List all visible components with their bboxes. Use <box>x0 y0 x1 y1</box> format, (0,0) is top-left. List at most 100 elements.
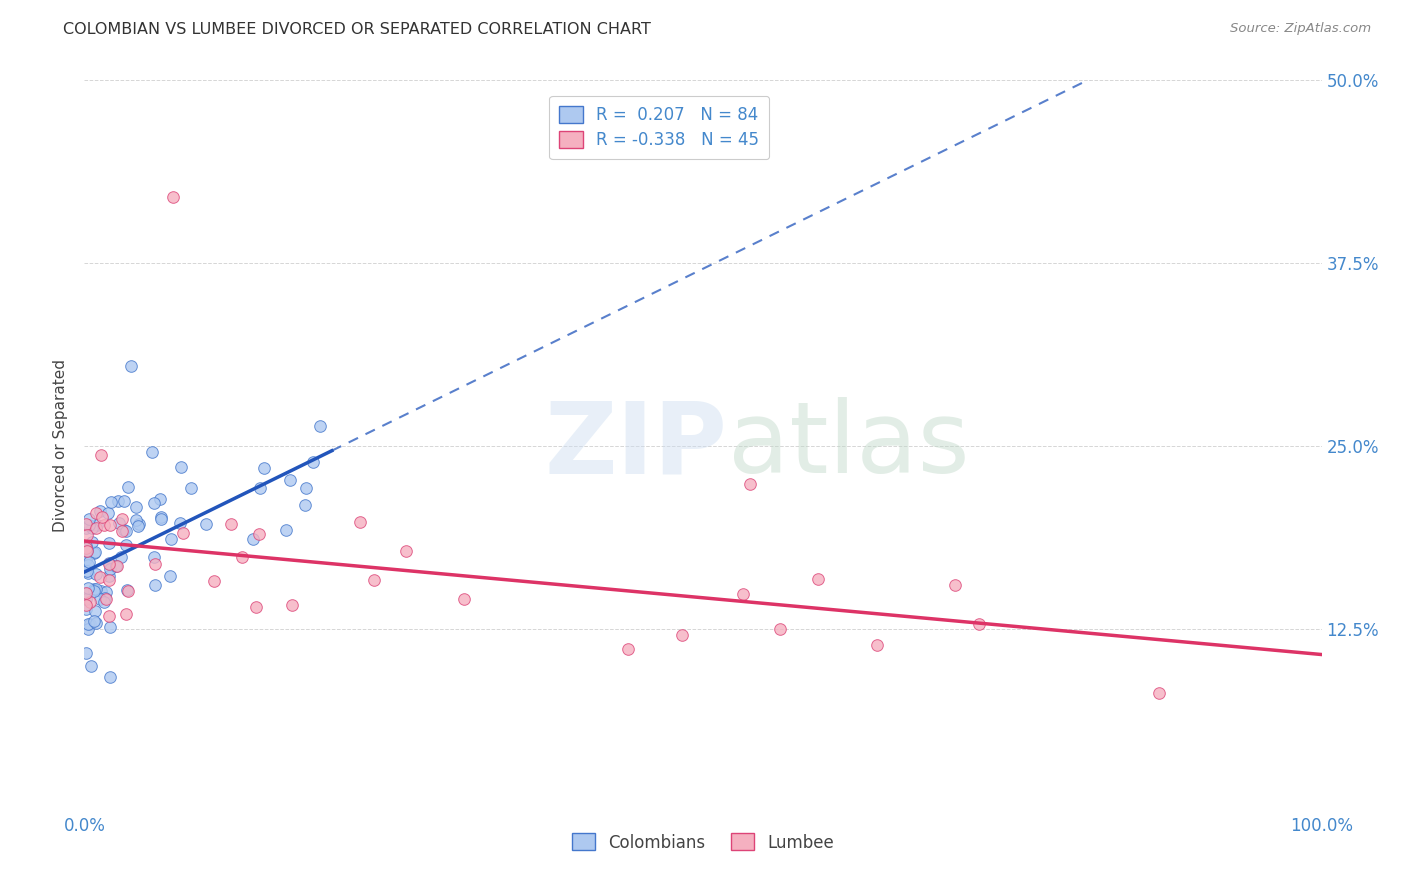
Point <box>97 569 120 583</box>
Point <box>110 511 132 525</box>
Point <box>149 491 172 506</box>
Point <box>77 566 100 581</box>
Point <box>108 516 131 531</box>
Text: ZIP: ZIP <box>546 398 728 494</box>
Point <box>253 460 276 475</box>
Point <box>83 615 105 629</box>
Point <box>98 562 121 576</box>
Point <box>105 558 128 573</box>
Point <box>98 557 121 571</box>
Point <box>149 512 172 526</box>
Point <box>162 190 184 204</box>
Point <box>671 628 693 642</box>
Point <box>141 445 163 459</box>
Point <box>76 543 98 558</box>
Point <box>75 543 97 558</box>
Point <box>79 617 101 632</box>
Point <box>77 616 100 631</box>
Point <box>83 584 105 599</box>
Point <box>76 581 98 595</box>
Point <box>98 619 121 633</box>
Point <box>98 536 121 550</box>
Point <box>349 515 371 529</box>
Point <box>75 598 97 612</box>
Text: COLOMBIAN VS LUMBEE DIVORCED OR SEPARATED CORRELATION CHART: COLOMBIAN VS LUMBEE DIVORCED OR SEPARATE… <box>63 22 651 37</box>
Point <box>112 523 135 537</box>
Point <box>76 544 98 558</box>
Point <box>247 526 270 541</box>
Point <box>84 521 107 535</box>
Point <box>100 669 122 683</box>
Point <box>107 494 129 508</box>
Point <box>169 516 191 530</box>
Point <box>77 558 100 572</box>
Point <box>363 573 385 587</box>
Point <box>75 542 97 557</box>
Point <box>128 517 150 532</box>
Point <box>79 595 101 609</box>
Point <box>96 591 118 606</box>
Point <box>98 574 121 588</box>
Point <box>180 481 202 495</box>
Point <box>83 546 105 560</box>
Point <box>75 541 97 555</box>
Point <box>84 506 107 520</box>
Point <box>75 516 97 531</box>
Point <box>86 582 108 597</box>
Point <box>75 552 97 566</box>
Point <box>281 598 304 612</box>
Point <box>807 572 830 586</box>
Point <box>945 577 967 591</box>
Point <box>98 556 121 570</box>
Point <box>769 622 792 636</box>
Point <box>295 481 318 495</box>
Point <box>75 521 97 535</box>
Point <box>83 582 105 597</box>
Point <box>84 567 107 582</box>
Point <box>738 476 761 491</box>
Point <box>90 448 112 462</box>
Point <box>80 659 103 673</box>
Point <box>75 592 97 607</box>
Point <box>75 602 97 616</box>
Point <box>231 549 253 564</box>
Point <box>98 518 121 533</box>
Point <box>219 516 242 531</box>
Point <box>115 537 138 551</box>
Point <box>76 527 98 541</box>
Point <box>89 504 111 518</box>
Point <box>242 532 264 546</box>
Point <box>84 544 107 558</box>
Point <box>117 582 139 597</box>
Point <box>75 539 97 553</box>
Y-axis label: Divorced or Separated: Divorced or Separated <box>53 359 69 533</box>
Point <box>112 494 135 508</box>
Point <box>90 509 112 524</box>
Point <box>80 521 103 535</box>
Point <box>395 544 418 558</box>
Point <box>115 524 138 538</box>
Point <box>159 569 181 583</box>
Point <box>82 535 104 549</box>
Point <box>453 592 475 607</box>
Point <box>104 559 127 574</box>
Point <box>110 549 132 564</box>
Point <box>172 525 194 540</box>
Legend: Colombians, Lumbee: Colombians, Lumbee <box>565 827 841 858</box>
Point <box>75 646 97 660</box>
Point <box>117 480 139 494</box>
Point <box>117 584 139 599</box>
Point <box>1147 686 1170 700</box>
Point <box>143 578 166 592</box>
Point <box>76 564 98 578</box>
Point <box>94 591 117 605</box>
Point <box>93 517 115 532</box>
Point <box>142 549 165 564</box>
Point <box>97 506 120 520</box>
Point <box>245 599 267 614</box>
Point <box>75 585 97 599</box>
Point <box>617 642 640 657</box>
Point <box>89 592 111 607</box>
Point <box>195 516 218 531</box>
Point <box>294 498 316 512</box>
